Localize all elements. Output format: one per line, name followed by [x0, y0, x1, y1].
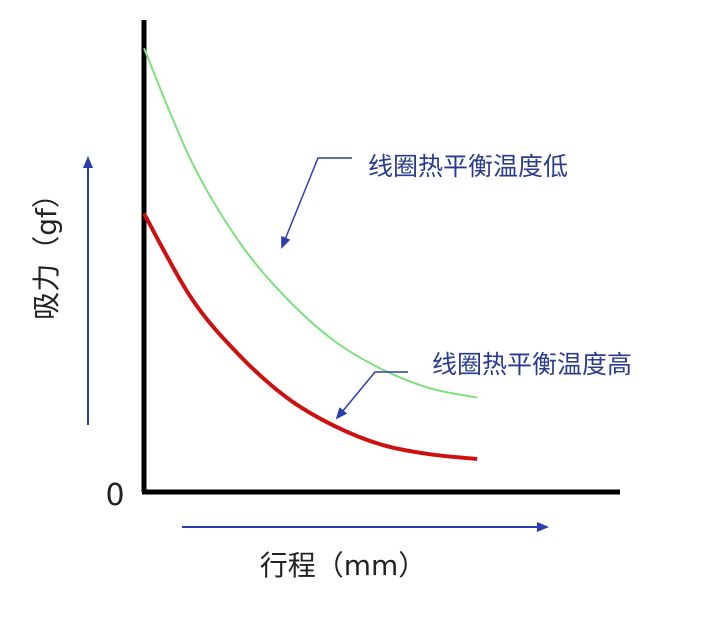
x-axis-label: 行程（mm） — [260, 549, 427, 582]
callout-arrow-low-temperature — [281, 157, 352, 249]
callout-arrow-high-temperature — [335, 371, 408, 420]
series-line-low-temperature — [143, 47, 478, 399]
origin-label: 0 — [105, 478, 124, 513]
series-label-low-temperature: 线圈热平衡温度低 — [368, 152, 568, 181]
series-label-high-temperature: 线圈热平衡温度高 — [432, 350, 632, 379]
y-axis-label: 吸力（gf） — [30, 180, 63, 320]
series-line-high-temperature — [142, 212, 478, 461]
